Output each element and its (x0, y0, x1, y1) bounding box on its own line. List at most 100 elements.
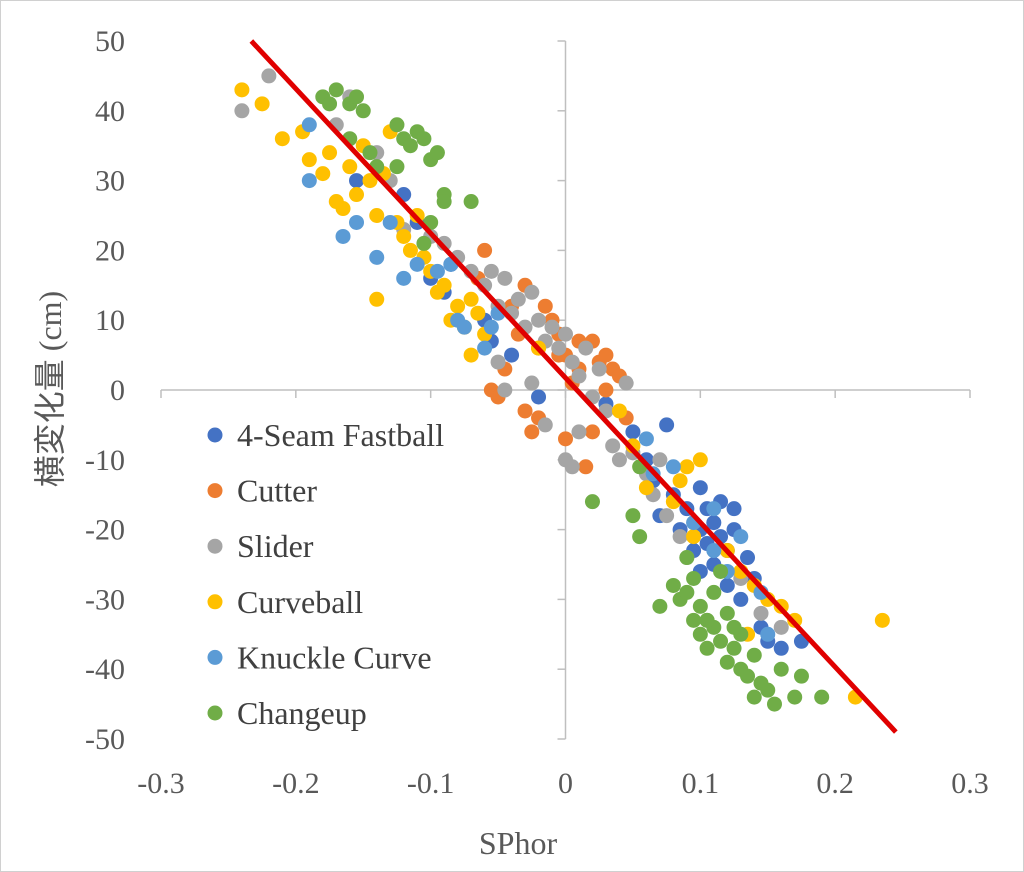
data-point (719, 654, 735, 670)
data-point (261, 68, 277, 84)
x-tick-label: -0.1 (407, 767, 455, 800)
data-point (362, 145, 378, 161)
data-point (517, 403, 533, 419)
data-point (726, 501, 742, 517)
data-point (591, 361, 607, 377)
data-point (436, 277, 452, 293)
data-point (328, 82, 344, 98)
data-point (254, 96, 270, 112)
data-point (713, 563, 729, 579)
data-point (611, 403, 627, 419)
data-point (490, 354, 506, 370)
data-point (564, 354, 580, 370)
data-point (504, 347, 520, 363)
data-point (537, 298, 553, 314)
data-point (706, 501, 722, 517)
data-point (470, 305, 486, 321)
data-point (672, 473, 688, 489)
data-point (686, 570, 702, 586)
data-point (692, 598, 708, 614)
data-point (578, 459, 594, 475)
data-point (349, 187, 365, 203)
data-point (342, 159, 358, 175)
data-point (760, 682, 776, 698)
y-tick-label: -10 (85, 444, 125, 477)
data-point (584, 424, 600, 440)
data-point (537, 417, 553, 433)
data-point (362, 173, 378, 189)
data-point (638, 431, 654, 447)
data-point (322, 145, 338, 161)
data-point (389, 117, 405, 133)
data-point (497, 382, 513, 398)
data-point (787, 689, 803, 705)
data-point (686, 612, 702, 628)
data-point (369, 291, 385, 307)
data-point (706, 515, 722, 531)
data-point (335, 201, 351, 217)
data-point (571, 424, 587, 440)
data-point (578, 340, 594, 356)
data-point (510, 291, 526, 307)
data-point (463, 194, 479, 210)
data-point (571, 368, 587, 384)
data-point (463, 291, 479, 307)
data-point (450, 298, 466, 314)
y-tick-label: -50 (85, 723, 125, 756)
data-point (719, 577, 735, 593)
data-point (726, 619, 742, 635)
data-point (234, 103, 250, 119)
data-point (766, 696, 782, 712)
data-point (652, 598, 668, 614)
y-tick-label: 10 (95, 304, 125, 337)
x-axis-title: SPhor (479, 825, 558, 861)
data-point (416, 131, 432, 147)
data-point (584, 494, 600, 510)
data-point (746, 647, 762, 663)
legend-item: Changeup (207, 695, 367, 731)
y-tick-label: 50 (95, 25, 125, 58)
data-point (686, 529, 702, 545)
data-point (274, 131, 290, 147)
legend-item: Curveball (207, 584, 363, 620)
data-point (524, 424, 540, 440)
data-point (638, 480, 654, 496)
legend-label: Cutter (237, 473, 317, 509)
data-point (733, 591, 749, 607)
data-point (605, 438, 621, 454)
data-point (524, 284, 540, 300)
x-tick-label: 0.1 (682, 767, 720, 800)
data-point (773, 619, 789, 635)
y-tick-label: -20 (85, 514, 125, 547)
legend-item: Knuckle Curve (207, 639, 432, 675)
legend-label: 4-Seam Fastball (237, 417, 444, 453)
data-point (773, 640, 789, 656)
x-tick-labels: -0.3 -0.2 -0.1 0 0.1 0.2 0.3 (137, 767, 989, 800)
data-point (760, 626, 776, 642)
legend-background (193, 406, 511, 741)
data-point (234, 82, 250, 98)
data-point (382, 214, 398, 230)
legend-label: Knuckle Curve (237, 639, 432, 675)
data-point (402, 138, 418, 154)
data-point (652, 452, 668, 468)
y-tick-marks (557, 40, 566, 740)
data-point (793, 668, 809, 684)
data-point (349, 89, 365, 105)
data-point (598, 382, 614, 398)
data-point (429, 145, 445, 161)
data-point (456, 319, 472, 335)
legend-marker (207, 427, 223, 443)
legend-marker (207, 649, 223, 665)
y-tick-label: -30 (85, 583, 125, 616)
x-tick-label: -0.2 (272, 767, 320, 800)
data-point (531, 389, 547, 405)
data-point (558, 431, 573, 447)
data-point (773, 661, 789, 677)
data-point (699, 612, 715, 628)
data-point (409, 256, 425, 272)
data-point (753, 605, 769, 621)
data-point (369, 208, 385, 223)
